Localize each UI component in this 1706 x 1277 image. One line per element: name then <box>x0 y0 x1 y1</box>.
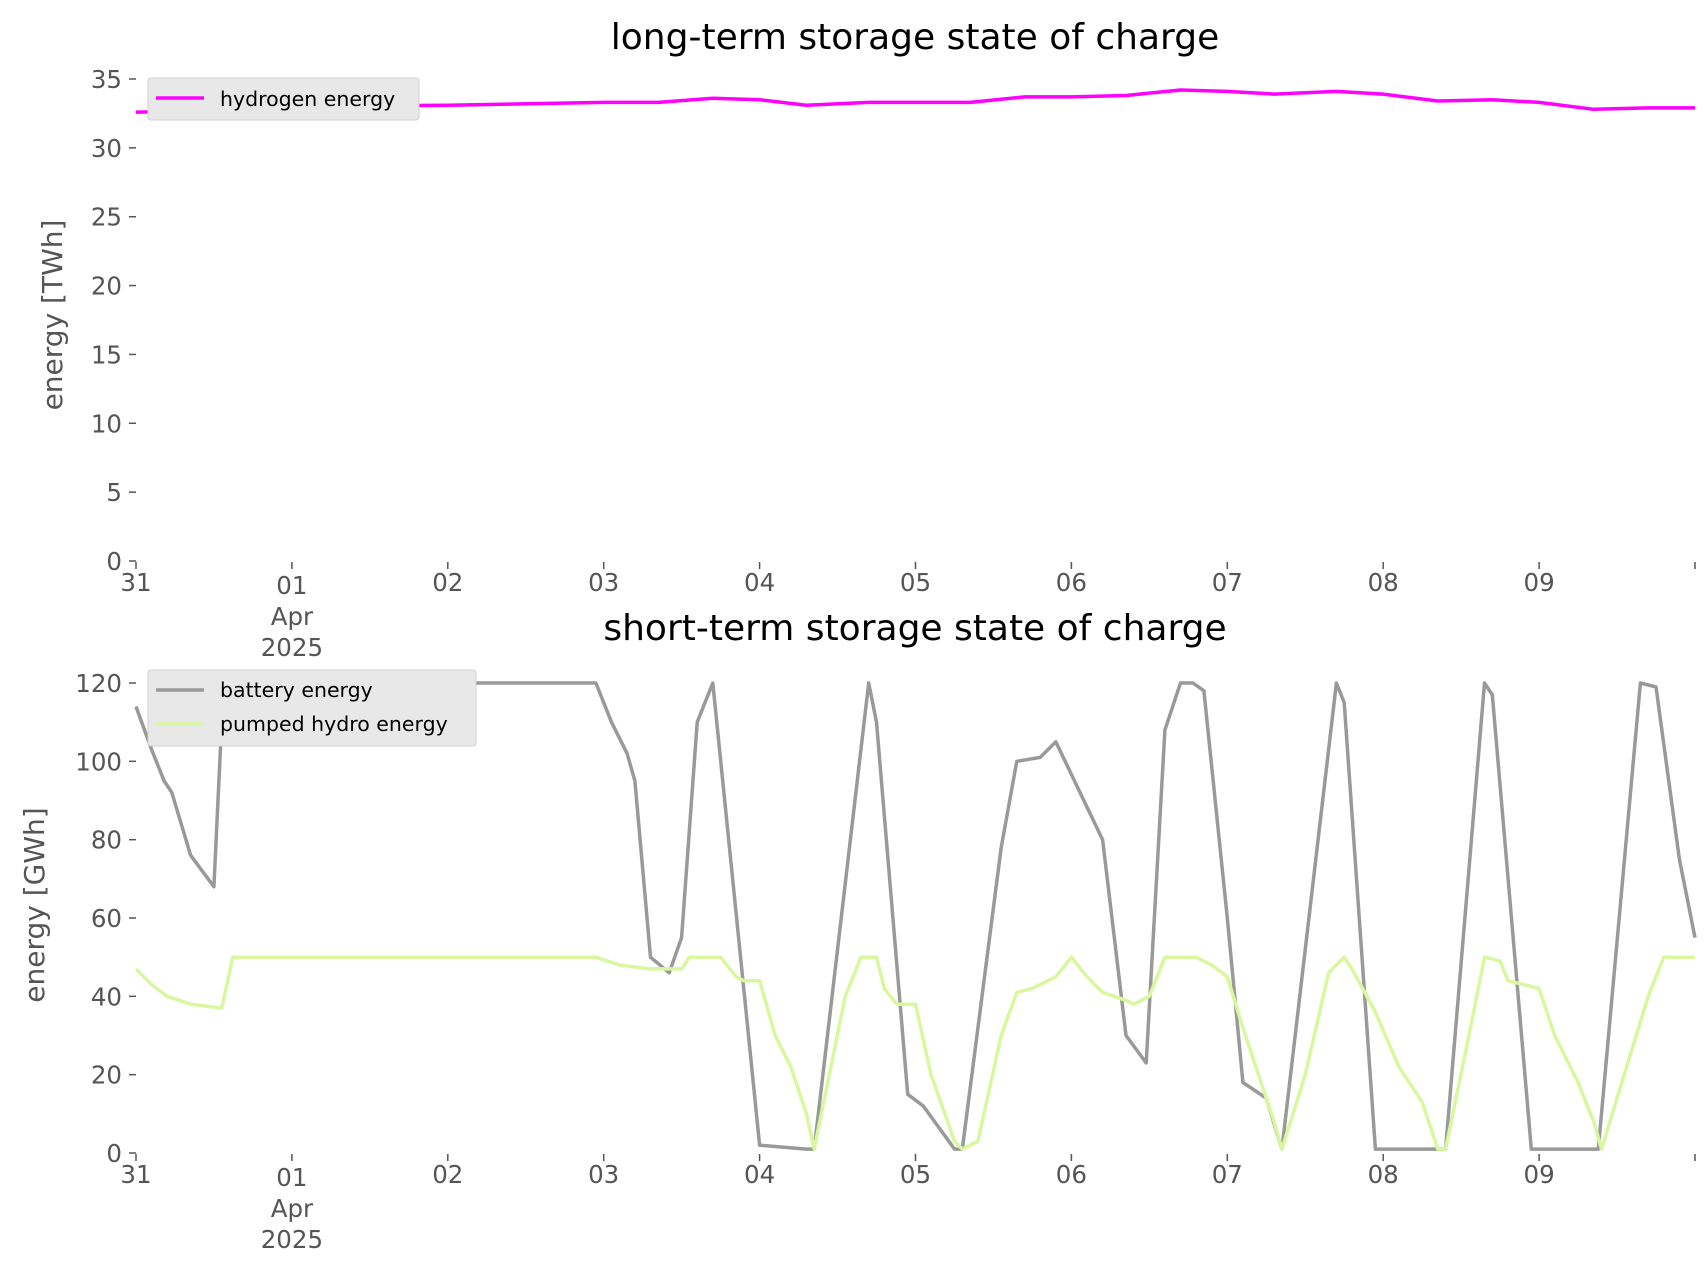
legend-box <box>147 77 420 121</box>
y-tick-label: 5 <box>106 478 122 507</box>
x-tick-label: 03 <box>588 1160 619 1189</box>
series-lines <box>135 88 1695 114</box>
x-tick-sublabel-month: Apr <box>271 1194 314 1223</box>
y-tick-label: 120 <box>75 669 122 698</box>
legend-label-battery: battery energy <box>220 678 373 702</box>
x-tick-label: 06 <box>1056 568 1087 597</box>
y-tick-label: 80 <box>91 826 122 855</box>
y-tick-label: 100 <box>75 747 122 776</box>
x-tick-label: 01 <box>276 571 307 600</box>
y-tick-label: 0 <box>106 1139 122 1168</box>
chart-title-long-term: long-term storage state of charge <box>611 17 1219 58</box>
x-tick-label: 08 <box>1368 1160 1399 1189</box>
x-tick-label: 09 <box>1524 1160 1555 1189</box>
x-tick-label: 07 <box>1212 1160 1243 1189</box>
y-tick-label: 40 <box>91 982 122 1011</box>
x-tick-label: 31 <box>120 568 151 597</box>
legend-label-pumped-hydro: pumped hydro energy <box>220 712 448 736</box>
x-tick-sublabel-year: 2025 <box>261 633 323 662</box>
y-tick-label: 10 <box>91 409 122 438</box>
y-tick-label: 20 <box>91 272 122 301</box>
x-tick-label: 31 <box>120 1160 151 1189</box>
x-tick-label: 09 <box>1524 568 1555 597</box>
short-term-storage-chart: short-term storage state of charge energ… <box>18 608 1697 1254</box>
legend-long-term: hydrogen energy <box>147 77 420 121</box>
x-tick-label: 02 <box>432 1160 463 1189</box>
chart-title-short-term: short-term storage state of charge <box>603 608 1226 649</box>
long-term-storage-chart: long-term storage state of charge energy… <box>36 17 1696 662</box>
y-tick-label: 60 <box>91 904 122 933</box>
series-line-hydrogen-energy <box>135 88 1695 114</box>
x-tick-sublabel-month: Apr <box>271 602 314 631</box>
y-tick-label: 35 <box>91 65 122 94</box>
x-tick-label: 04 <box>744 1160 775 1189</box>
y-tick-label: 20 <box>91 1061 122 1090</box>
y-axis-label-twh: energy [TWh] <box>36 220 69 411</box>
legend-label-hydrogen: hydrogen energy <box>220 87 395 111</box>
y-tick-label: 0 <box>106 547 122 576</box>
y-tick-label: 30 <box>91 134 122 163</box>
x-tick-label: 02 <box>432 568 463 597</box>
x-tick-label: 08 <box>1368 568 1399 597</box>
y-axis-label-gwh: energy [GWh] <box>18 807 51 1002</box>
x-tick-label: 01 <box>276 1163 307 1192</box>
x-tick-sublabel-year: 2025 <box>261 1225 323 1254</box>
series-line-pumped-hydro-energy <box>134 955 1695 1151</box>
legend-box <box>147 669 477 747</box>
y-tick-label: 15 <box>91 340 122 369</box>
x-tick-label: 07 <box>1212 568 1243 597</box>
x-tick-label: 04 <box>744 568 775 597</box>
legend-short-term: battery energy pumped hydro energy <box>147 669 477 747</box>
x-tick-label: 05 <box>900 1160 931 1189</box>
x-tick-label: 05 <box>900 568 931 597</box>
x-tick-label: 03 <box>588 568 619 597</box>
x-tick-label: 06 <box>1056 1160 1087 1189</box>
y-tick-label: 25 <box>91 203 122 232</box>
